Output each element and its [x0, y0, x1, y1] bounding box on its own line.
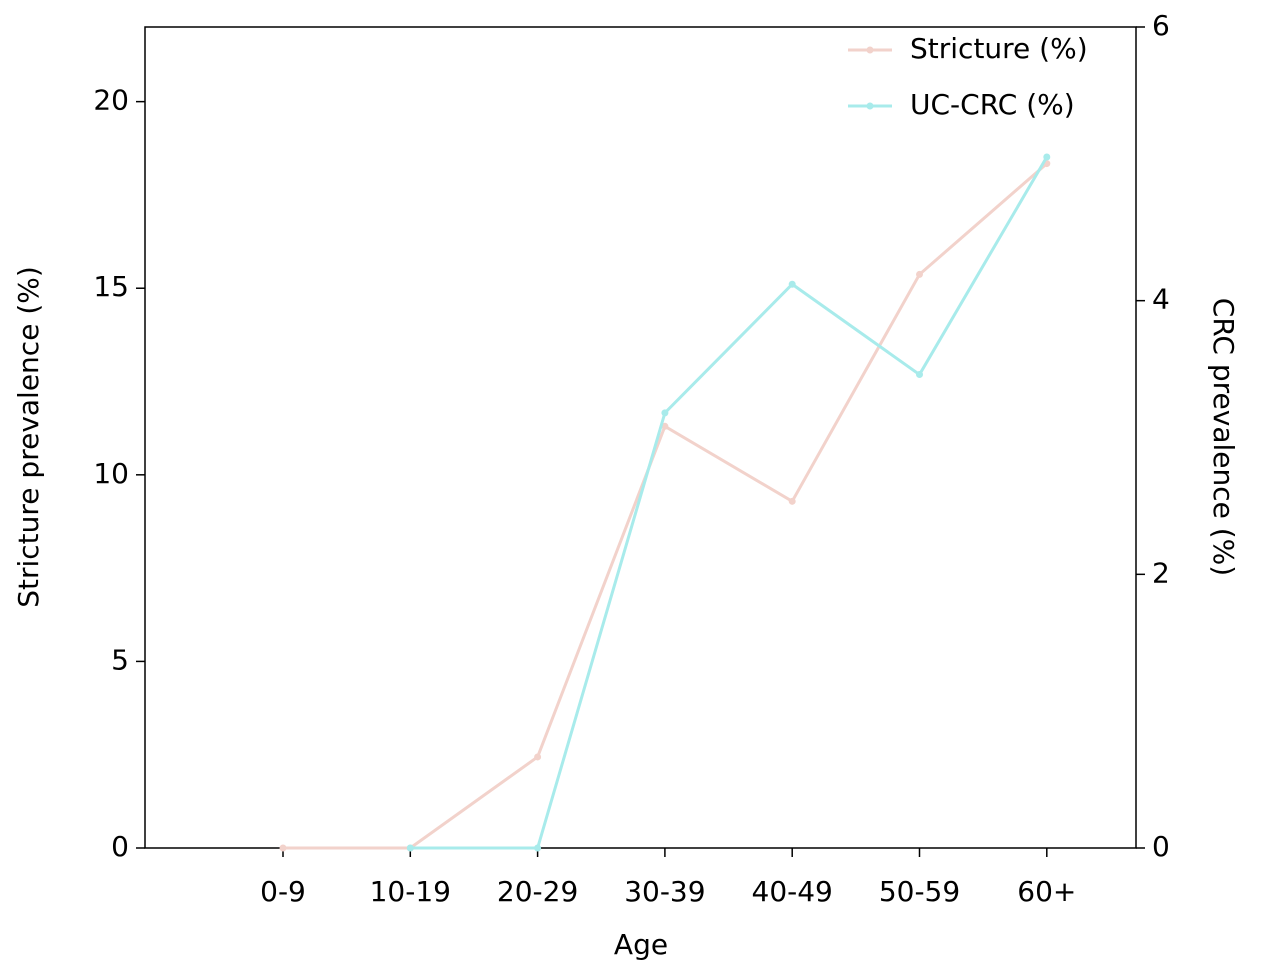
x-tick-label: 50-59	[879, 875, 960, 908]
x-tick-label: 30-39	[624, 875, 705, 908]
x-tick-label: 20-29	[497, 875, 578, 908]
point	[661, 409, 669, 417]
x-tick-label: 60+	[1017, 875, 1076, 908]
x-axis-label: Age	[614, 928, 668, 961]
point	[279, 844, 287, 852]
point	[916, 371, 923, 379]
series-line	[410, 156, 1049, 850]
y2-axis-label: CRC prevalence (%)	[1207, 298, 1240, 576]
point	[1043, 153, 1051, 161]
point	[406, 844, 414, 852]
legend-marker	[866, 102, 874, 110]
x-tick-label: 40-49	[752, 875, 833, 908]
plot-frame	[144, 26, 1137, 849]
y2-tick-label: 0	[1152, 830, 1170, 863]
point	[788, 280, 796, 288]
y-tick-label: 0	[111, 830, 129, 863]
y-tick-label: 20	[93, 84, 129, 117]
y2-tick-label: 2	[1152, 556, 1170, 589]
y-tick-label: 5	[111, 643, 129, 676]
y2-tick-label: 4	[1152, 283, 1170, 316]
legend-label: Stricture (%)	[910, 32, 1088, 65]
y-tick-label: 10	[93, 457, 129, 490]
point	[534, 753, 542, 761]
legend-marker	[866, 46, 874, 54]
point	[788, 497, 796, 505]
point	[916, 270, 923, 278]
y-tick-label: 15	[93, 270, 129, 303]
legend-label: UC-CRC (%)	[910, 88, 1075, 121]
x-tick-label: 0-9	[260, 875, 306, 908]
point	[661, 422, 669, 430]
point	[534, 844, 542, 852]
x-tick-label: 10-19	[370, 875, 451, 908]
series-line	[283, 162, 1048, 850]
y2-tick-label: 6	[1152, 9, 1170, 42]
y-axis-label: Stricture prevalence (%)	[12, 266, 45, 608]
